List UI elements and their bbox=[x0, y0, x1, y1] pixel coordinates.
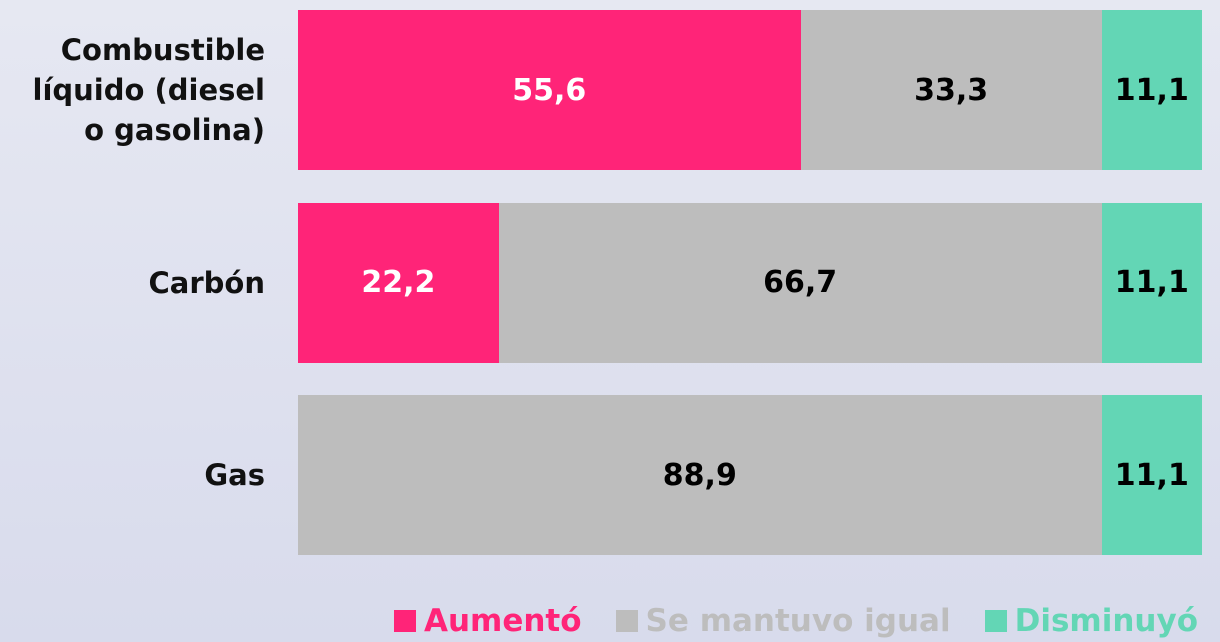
legend-swatch bbox=[615, 610, 638, 632]
legend-item: Aumentó bbox=[393, 603, 582, 639]
bar-segment: 88,9 bbox=[298, 395, 1102, 555]
value-label: 11,1 bbox=[1114, 457, 1189, 493]
bar-segment: 66,7 bbox=[498, 202, 1102, 363]
value-label: 88,9 bbox=[662, 457, 737, 493]
legend: Aumentó Se mantuvo igual Disminuyó bbox=[393, 603, 1198, 639]
bar-segment: 11,1 bbox=[1101, 202, 1202, 363]
bar-segment: 55,6 bbox=[298, 10, 801, 170]
value-label: 11,1 bbox=[1114, 72, 1189, 108]
legend-label: Disminuyó bbox=[1014, 603, 1198, 639]
bar-segment: 11,1 bbox=[1101, 10, 1202, 170]
legend-swatch bbox=[984, 610, 1007, 632]
legend-swatch bbox=[393, 610, 416, 632]
value-label: 11,1 bbox=[1114, 265, 1189, 300]
legend-label: Aumentó bbox=[423, 603, 582, 639]
bar-segment: 33,3 bbox=[800, 10, 1102, 170]
category-label: Carbón bbox=[148, 265, 265, 300]
bar-segment: 11,1 bbox=[1101, 395, 1202, 555]
value-label: 55,6 bbox=[512, 72, 587, 108]
legend-label: Se mantuvo igual bbox=[645, 603, 951, 639]
legend-item: Se mantuvo igual bbox=[615, 603, 951, 639]
category-label: Gas bbox=[204, 458, 265, 492]
category-label: Combustible líquido (diesel o gasolina) bbox=[32, 33, 266, 147]
legend-item: Disminuyó bbox=[984, 603, 1198, 639]
value-label: 33,3 bbox=[914, 72, 989, 108]
value-label: 66,7 bbox=[763, 265, 838, 300]
value-label: 22,2 bbox=[361, 265, 436, 300]
bar-segment: 22,2 bbox=[298, 202, 499, 363]
